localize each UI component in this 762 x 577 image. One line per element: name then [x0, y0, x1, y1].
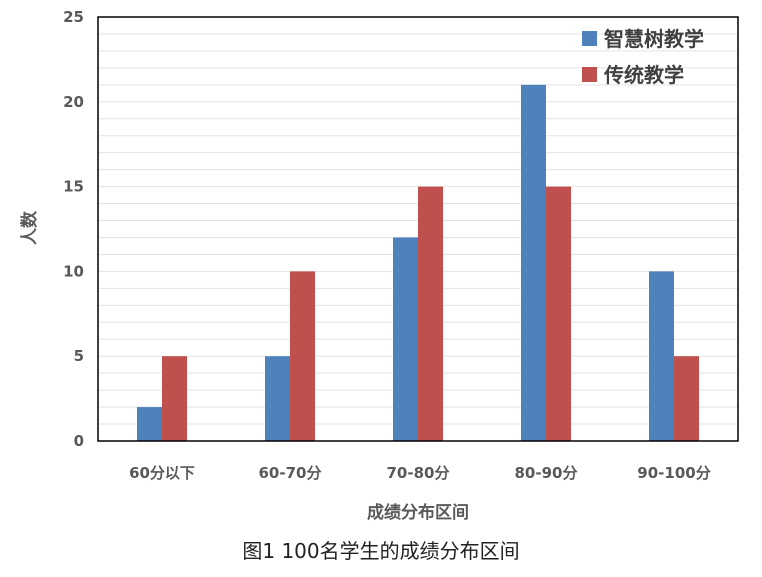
legend-label: 传统教学	[603, 63, 684, 87]
legend-swatch	[582, 67, 597, 82]
bar-traditional	[546, 186, 571, 441]
y-tick-label: 5	[74, 347, 84, 365]
bar-traditional	[674, 356, 699, 441]
y-axis-title: 人数	[19, 210, 40, 245]
bar-traditional	[290, 271, 315, 441]
bar-traditional	[418, 186, 443, 441]
x-tick-label: 70-80分	[387, 464, 450, 482]
y-tick-label: 20	[63, 93, 84, 111]
x-tick-label: 80-90分	[515, 464, 578, 482]
plot-frame	[97, 16, 739, 442]
bar-zhihuishu	[265, 356, 290, 441]
x-axis-title: 成绩分布区间	[367, 502, 469, 523]
bar-zhihuishu	[137, 407, 162, 441]
bar-zhihuishu	[521, 84, 546, 441]
bars	[137, 84, 699, 441]
y-tick-label: 10	[63, 262, 84, 280]
y-tick-label: 0	[74, 432, 84, 450]
bar-zhihuishu	[649, 271, 674, 441]
x-tick-labels: 60分以下 60-70分 70-80分 80-90分 90-100分	[129, 464, 711, 482]
y-tick-labels: 0 5 10 15 20 25	[63, 8, 84, 450]
y-tick-label: 25	[63, 8, 84, 26]
x-tick-label: 90-100分	[637, 464, 710, 482]
legend-swatch	[582, 31, 597, 46]
x-tick-label: 60分以下	[129, 464, 195, 482]
bar-traditional	[162, 356, 187, 441]
figure-caption: 图1 100名学生的成绩分布区间	[242, 539, 520, 563]
bar-zhihuishu	[393, 237, 418, 441]
bar-chart: 0 5 10 15 20 25 60分以下 60-70分 70-80分 80-90分 90-100…	[19, 8, 739, 523]
legend-label: 智慧树教学	[604, 27, 704, 51]
x-tick-label: 60-70分	[259, 464, 322, 482]
y-tick-label: 15	[63, 178, 84, 196]
